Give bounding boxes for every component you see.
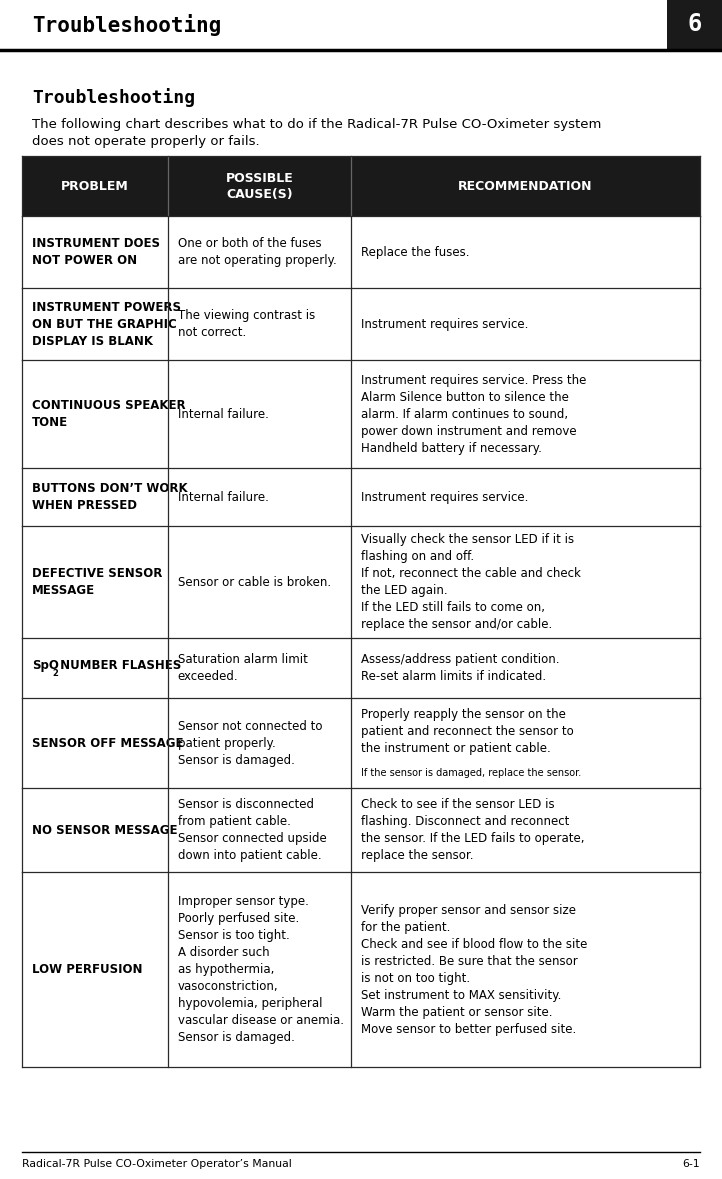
- Text: Assess/address patient condition.
Re-set alarm limits if indicated.: Assess/address patient condition. Re-set…: [361, 653, 560, 683]
- Bar: [0, 0, 667, 50]
- Bar: [22, 216, 700, 288]
- Text: The viewing contrast is
not correct.: The viewing contrast is not correct.: [178, 309, 315, 340]
- Text: Troubleshooting: Troubleshooting: [32, 14, 222, 37]
- Text: SENSOR OFF MESSAGE: SENSOR OFF MESSAGE: [32, 737, 183, 750]
- Text: CONTINUOUS SPEAKER
TONE: CONTINUOUS SPEAKER TONE: [32, 399, 186, 429]
- Text: Radical-7R Pulse CO-Oximeter Operator’s Manual: Radical-7R Pulse CO-Oximeter Operator’s …: [22, 1159, 292, 1170]
- Text: DEFECTIVE SENSOR
MESSAGE: DEFECTIVE SENSOR MESSAGE: [32, 567, 162, 597]
- Bar: [667, 0, 722, 50]
- Text: Troubleshooting: Troubleshooting: [32, 88, 195, 107]
- Text: RECOMMENDATION: RECOMMENDATION: [458, 179, 593, 192]
- Bar: [22, 288, 700, 360]
- Bar: [22, 526, 700, 638]
- Text: Internal failure.: Internal failure.: [178, 408, 269, 421]
- Text: Internal failure.: Internal failure.: [178, 490, 269, 503]
- Text: Instrument requires service. Press the
Alarm Silence button to silence the
alarm: Instrument requires service. Press the A…: [361, 374, 586, 454]
- Text: Sensor or cable is broken.: Sensor or cable is broken.: [178, 575, 331, 588]
- Text: BUTTONS DON’T WORK
WHEN PRESSED: BUTTONS DON’T WORK WHEN PRESSED: [32, 482, 188, 512]
- Bar: [22, 698, 700, 788]
- Text: Instrument requires service.: Instrument requires service.: [361, 490, 529, 503]
- Text: Saturation alarm limit
exceeded.: Saturation alarm limit exceeded.: [178, 653, 308, 683]
- Text: 6-1: 6-1: [682, 1159, 700, 1170]
- Bar: [22, 872, 700, 1067]
- Bar: [22, 468, 700, 526]
- Text: INSTRUMENT POWERS
ON BUT THE GRAPHIC
DISPLAY IS BLANK: INSTRUMENT POWERS ON BUT THE GRAPHIC DIS…: [32, 301, 181, 348]
- Bar: [22, 788, 700, 872]
- Text: INSTRUMENT DOES
NOT POWER ON: INSTRUMENT DOES NOT POWER ON: [32, 237, 160, 266]
- Text: Visually check the sensor LED if it is
flashing on and off.
If not, reconnect th: Visually check the sensor LED if it is f…: [361, 533, 580, 631]
- Text: Sensor is disconnected
from patient cable.
Sensor connected upside
down into pat: Sensor is disconnected from patient cabl…: [178, 798, 326, 862]
- Text: One or both of the fuses
are not operating properly.: One or both of the fuses are not operati…: [178, 237, 336, 266]
- Text: 6: 6: [687, 12, 702, 37]
- Text: Improper sensor type.
Poorly perfused site.
Sensor is too tight.
A disorder such: Improper sensor type. Poorly perfused si…: [178, 895, 344, 1043]
- Text: If the sensor is damaged, replace the sensor.: If the sensor is damaged, replace the se…: [361, 768, 581, 778]
- Text: NO SENSOR MESSAGE: NO SENSOR MESSAGE: [32, 823, 178, 836]
- Text: Replace the fuses.: Replace the fuses.: [361, 245, 469, 258]
- Text: LOW PERFUSION: LOW PERFUSION: [32, 963, 142, 976]
- Bar: [22, 156, 700, 216]
- Bar: [22, 638, 700, 698]
- Text: 2: 2: [53, 668, 58, 678]
- Text: Check to see if the sensor LED is
flashing. Disconnect and reconnect
the sensor.: Check to see if the sensor LED is flashi…: [361, 798, 584, 862]
- Text: POSSIBLE
CAUSE(S): POSSIBLE CAUSE(S): [225, 171, 293, 200]
- Text: The following chart describes what to do if the Radical-7R Pulse CO-Oximeter sys: The following chart describes what to do…: [32, 118, 601, 149]
- Text: Sensor not connected to
patient properly.
Sensor is damaged.: Sensor not connected to patient properly…: [178, 719, 322, 766]
- Text: Properly reapply the sensor on the
patient and reconnect the sensor to
the instr: Properly reapply the sensor on the patie…: [361, 709, 573, 755]
- Text: PROBLEM: PROBLEM: [61, 179, 129, 192]
- Text: Verify proper sensor and sensor size
for the patient.
Check and see if blood flo: Verify proper sensor and sensor size for…: [361, 903, 587, 1035]
- Text: SpO: SpO: [32, 659, 59, 672]
- Bar: [22, 360, 700, 468]
- Text: NUMBER FLASHES: NUMBER FLASHES: [56, 659, 182, 672]
- Text: Instrument requires service.: Instrument requires service.: [361, 317, 529, 330]
